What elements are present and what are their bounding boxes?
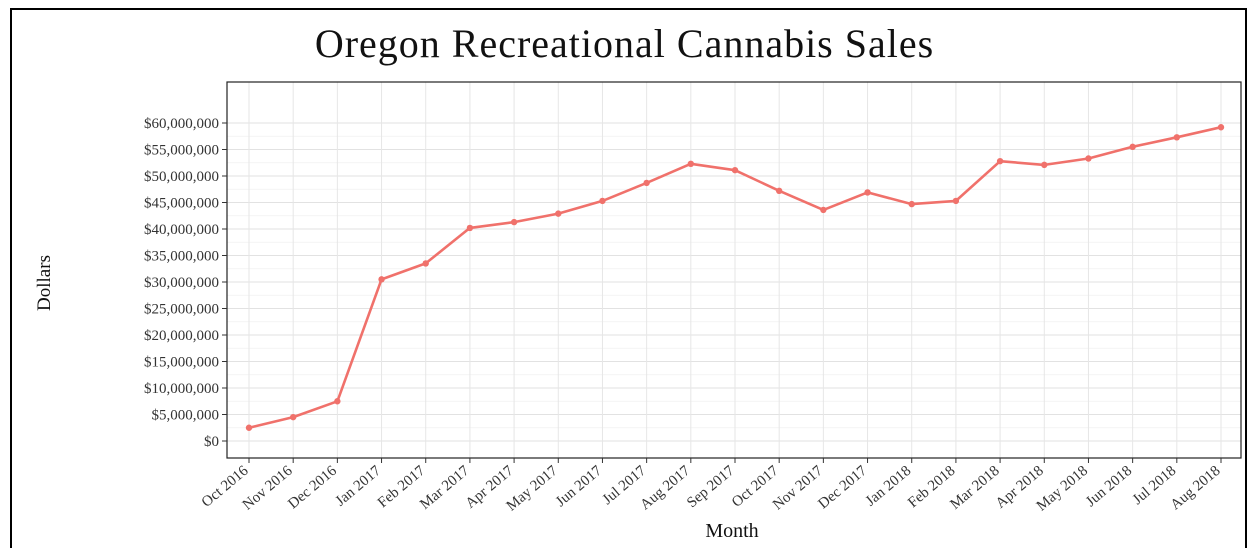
y-tick-label: $20,000,000 <box>144 328 219 344</box>
data-point <box>245 424 253 431</box>
data-point <box>378 276 385 283</box>
data-point <box>1085 155 1092 162</box>
data-point <box>775 187 783 195</box>
x-tick-label: Dec 2017 <box>815 462 870 512</box>
x-tick-label: Nov 2016 <box>240 462 296 513</box>
x-tick-label: Aug 2017 <box>637 462 693 513</box>
y-tick-label: $50,000,000 <box>144 169 219 185</box>
x-tick-label: Dec 2016 <box>285 462 340 512</box>
data-point <box>643 179 650 187</box>
data-point <box>996 157 1004 165</box>
x-tick-label: Aug 2018 <box>1168 463 1224 514</box>
data-point <box>1173 134 1181 141</box>
data-point <box>334 398 341 405</box>
data-point <box>555 210 562 217</box>
y-tick-label: $25,000,000 <box>144 302 219 318</box>
y-tick-label: $60,000,000 <box>144 116 219 132</box>
data-point <box>510 218 518 226</box>
x-tick-label: Mar 2018 <box>947 463 1002 513</box>
data-point <box>952 197 960 205</box>
x-tick-label: Nov 2017 <box>770 462 826 513</box>
grid-lines <box>227 82 1241 458</box>
data-point <box>1217 124 1225 131</box>
data-point <box>1041 161 1048 169</box>
data-point <box>731 166 739 174</box>
x-tick-label: Mar 2017 <box>417 462 473 512</box>
y-tick-label: $0 <box>204 434 219 450</box>
x-axis-label: Month <box>705 520 758 540</box>
y-tick-label: $30,000,000 <box>144 275 219 291</box>
x-tick-label: Jun 2017 <box>553 462 605 510</box>
series-group <box>245 124 1225 431</box>
plot-panel-border <box>226 81 1242 459</box>
data-point <box>687 160 695 168</box>
data-point <box>864 189 871 196</box>
figure-frame <box>10 8 1247 548</box>
data-point <box>820 206 827 214</box>
y-tick-label: $55,000,000 <box>144 143 219 159</box>
data-point <box>466 224 474 232</box>
y-tick-label: $10,000,000 <box>144 381 219 397</box>
x-tick-label: Jan 2018 <box>863 463 914 510</box>
chart-title: Oregon Recreational Cannabis Sales <box>314 21 935 66</box>
x-tick-label: Sep 2017 <box>684 462 738 511</box>
y-tick-labels: $0 $5,000,000 $10,000,000 $15,000,000 $20,00… <box>144 116 219 450</box>
data-point <box>289 413 297 421</box>
y-tick-label: $35,000,000 <box>144 249 219 265</box>
y-tick-label: $5,000,000 <box>152 408 220 424</box>
axes <box>222 81 1242 463</box>
y-tick-label: $15,000,000 <box>144 355 219 371</box>
y-tick-label: $45,000,000 <box>144 196 219 212</box>
data-point <box>422 260 429 267</box>
x-tick-label: Jun 2018 <box>1083 463 1135 510</box>
data-point <box>1129 143 1136 151</box>
data-point <box>599 197 606 205</box>
data-point <box>908 200 915 208</box>
y-tick-label: $40,000,000 <box>144 222 219 238</box>
